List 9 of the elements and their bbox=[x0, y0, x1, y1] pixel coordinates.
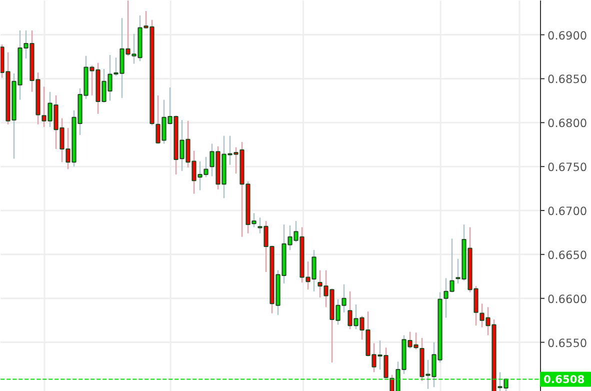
y-tick-label: 0.6900 bbox=[548, 28, 588, 42]
y-tick-label: 0.6550 bbox=[548, 336, 588, 350]
y-tick-label: 0.6650 bbox=[548, 248, 588, 262]
y-tick-label: 0.6750 bbox=[548, 160, 588, 174]
y-tick-label: 0.6700 bbox=[548, 204, 588, 218]
y-tick-label: 0.6800 bbox=[548, 116, 588, 130]
ref-line-label: 0.6508 bbox=[544, 373, 585, 386]
y-tick-label: 0.6850 bbox=[548, 72, 588, 86]
y-tick-label: 0.6600 bbox=[548, 292, 588, 306]
